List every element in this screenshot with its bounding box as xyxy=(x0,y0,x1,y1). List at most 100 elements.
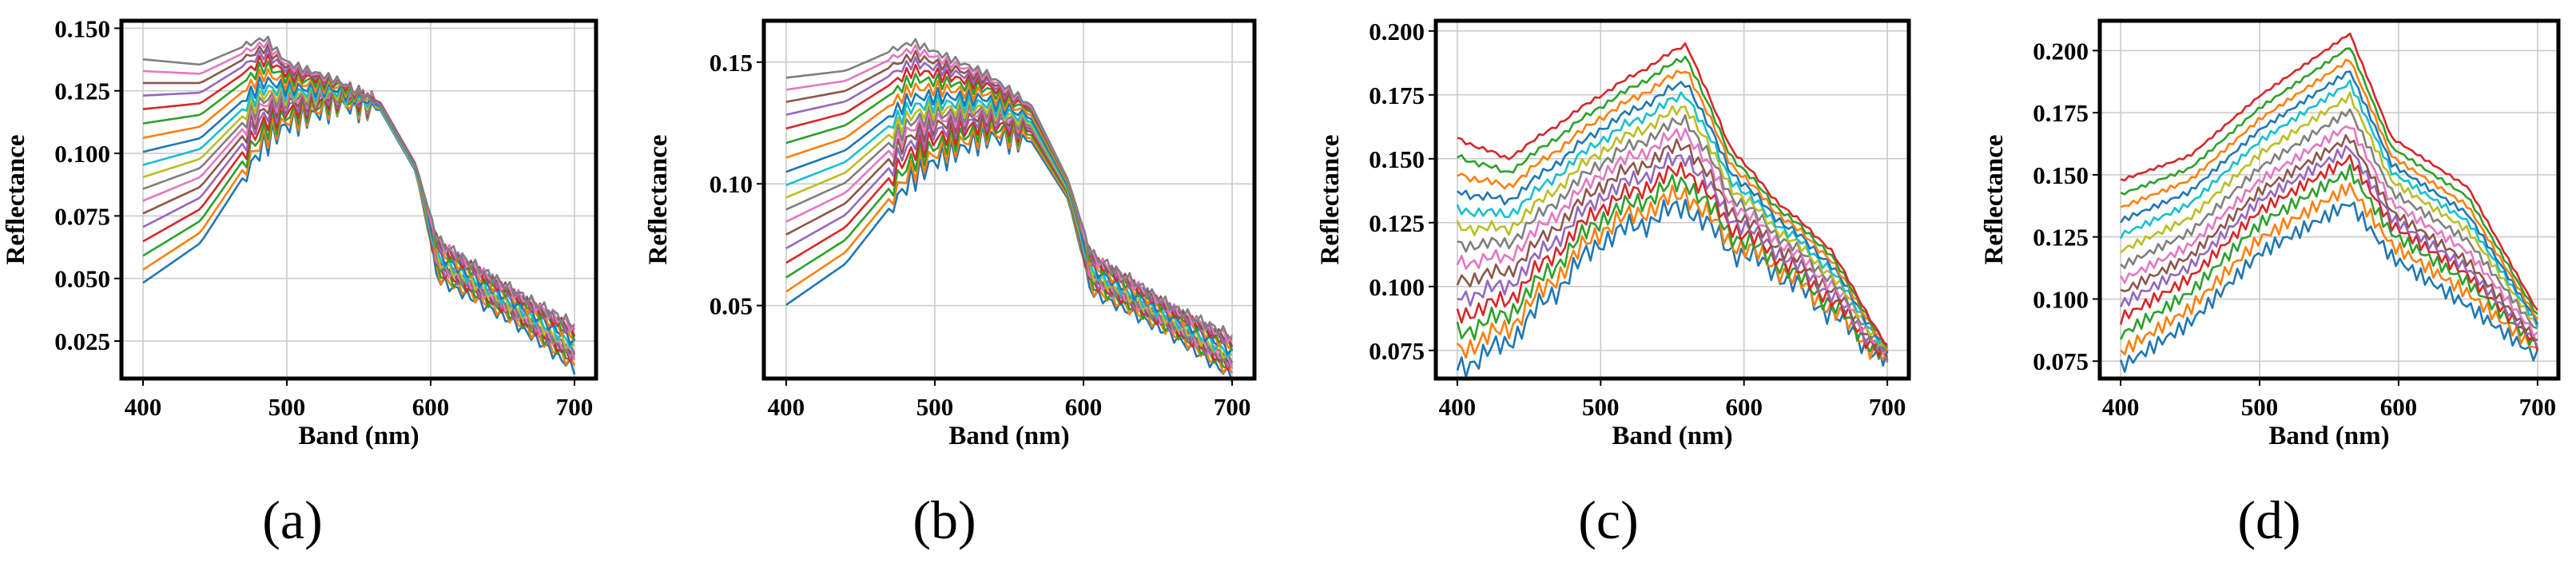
y-tick-label-0.15: 0.15 xyxy=(710,49,753,77)
panel-label-d: (d) xyxy=(2237,490,2301,550)
series-line-1 xyxy=(2119,201,2539,373)
x-tick-label-500: 500 xyxy=(1582,393,1620,421)
plot-frame xyxy=(1433,18,1911,381)
y-axis-label: Reflectance xyxy=(2,134,30,264)
series-line-8 xyxy=(1457,114,1889,353)
series-line-7 xyxy=(1456,128,1889,355)
series-line-6 xyxy=(1456,138,1889,358)
x-tick-label-700: 700 xyxy=(556,393,594,421)
plot-frame xyxy=(761,18,1257,381)
series-line-13 xyxy=(2120,47,2538,315)
chart-panel-1: 400 500 600 700 0.025 0.050 0.075 0.100 0.125 0.1… xyxy=(2,14,598,450)
charts-layer: 400 500 600 700 0.025 0.050 0.075 0.100 0.125 0.1… xyxy=(2,14,2561,450)
series-line-9 xyxy=(142,84,575,349)
series-line-3 xyxy=(2119,164,2539,351)
y-tick-label-0.175: 0.175 xyxy=(2033,99,2089,127)
series-line-11 xyxy=(785,86,1234,355)
series-line-4 xyxy=(1456,161,1889,361)
series-line-2 xyxy=(1456,184,1889,361)
y-tick-label-0.05: 0.05 xyxy=(710,292,753,320)
x-axis-label: Band (nm) xyxy=(948,422,1069,450)
chart-panel-4: 400 500 600 700 0.075 0.100 0.125 0.150 0.175 0.2… xyxy=(1980,18,2561,450)
x-tick-label-700: 700 xyxy=(1869,393,1906,421)
series-line-5 xyxy=(142,83,575,360)
series-line-1 xyxy=(785,124,1234,383)
series-line-12 xyxy=(785,80,1233,351)
y-axis-label: Reflectance xyxy=(644,134,673,264)
series-line-12 xyxy=(1457,69,1889,351)
x-tick-label-500: 500 xyxy=(2241,393,2279,421)
y-tick-label-0.200: 0.200 xyxy=(1369,18,1425,46)
series-line-10 xyxy=(785,93,1234,359)
series-line-11 xyxy=(1457,81,1889,354)
y-tick-label-0.075: 0.075 xyxy=(1369,337,1425,365)
series-line-6 xyxy=(2120,133,2538,342)
plot-frame xyxy=(119,18,598,381)
x-tick-label-600: 600 xyxy=(1065,393,1103,421)
y-axis-label: Reflectance xyxy=(1316,134,1345,264)
panel-label-c: (c) xyxy=(1578,490,1639,550)
x-tick-label-600: 600 xyxy=(412,393,450,421)
series-line-18 xyxy=(142,35,575,328)
panel-label-b: (b) xyxy=(912,490,976,550)
series-line-11 xyxy=(142,76,576,346)
x-tick-label-500: 500 xyxy=(268,393,306,421)
series-line-14 xyxy=(2120,32,2538,311)
y-tick-label-0.150: 0.150 xyxy=(2033,161,2089,189)
x-axis-label: Band (nm) xyxy=(298,422,419,450)
series-line-11 xyxy=(2120,70,2539,325)
y-tick-label-0.125: 0.125 xyxy=(54,77,110,105)
y-tick-label-0.150: 0.150 xyxy=(54,14,110,42)
y-tick-label-0.125: 0.125 xyxy=(2033,224,2089,252)
y-tick-label-0.100: 0.100 xyxy=(54,140,110,168)
series-line-10 xyxy=(2119,79,2539,328)
y-tick-label-0.200: 0.200 xyxy=(2033,37,2089,65)
x-tick-label-600: 600 xyxy=(2380,393,2418,421)
series-line-3 xyxy=(1456,173,1888,360)
series-line-5 xyxy=(1457,151,1889,363)
y-tick-label-0.100: 0.100 xyxy=(1369,273,1425,301)
y-tick-label-0.150: 0.150 xyxy=(1369,145,1425,173)
series-line-9 xyxy=(1456,105,1888,350)
y-tick-label-0.125: 0.125 xyxy=(1369,209,1425,237)
x-axis-label: Band (nm) xyxy=(1612,422,1732,450)
chart-panel-2: 400 500 600 700 0.05 0.10 0.15 Band (nm) Reflect… xyxy=(644,18,1257,450)
series-line-1 xyxy=(1456,199,1889,379)
series-line-2 xyxy=(2120,182,2538,355)
y-tick-label-0.100: 0.100 xyxy=(2033,285,2089,313)
x-tick-label-700: 700 xyxy=(2519,393,2557,421)
series-line-7 xyxy=(2119,125,2538,338)
chart-panel-3: 400 500 600 700 0.075 0.100 0.125 0.150 0.175 0.2… xyxy=(1316,18,1911,450)
x-tick-label-500: 500 xyxy=(916,393,954,421)
y-tick-label-0.10: 0.10 xyxy=(710,170,753,198)
series-line-8 xyxy=(142,84,576,355)
x-tick-label-400: 400 xyxy=(125,393,162,421)
series-line-2 xyxy=(785,119,1234,375)
series-line-8 xyxy=(2120,108,2538,330)
series-line-3 xyxy=(142,86,575,361)
series-line-4 xyxy=(2119,154,2539,351)
series-line-14 xyxy=(1457,42,1888,347)
series-line-5 xyxy=(2119,145,2539,348)
series-line-4 xyxy=(785,110,1234,371)
x-axis-label: Band (nm) xyxy=(2268,422,2389,450)
series-line-17 xyxy=(142,39,576,333)
series-line-5 xyxy=(785,107,1233,369)
series-line-10 xyxy=(1456,91,1889,353)
y-tick-label-0.075: 0.075 xyxy=(2033,347,2089,375)
y-tick-label-0.025: 0.025 xyxy=(54,327,110,355)
x-tick-label-400: 400 xyxy=(1439,393,1477,421)
series-line-4 xyxy=(142,85,576,363)
y-tick-label-0.175: 0.175 xyxy=(1369,81,1425,109)
plot-frame xyxy=(2097,18,2561,381)
x-tick-label-400: 400 xyxy=(2102,393,2140,421)
series-line-13 xyxy=(1457,55,1889,348)
series-line-9 xyxy=(2120,91,2539,328)
panel-label-a: (a) xyxy=(262,490,323,550)
series-line-12 xyxy=(2120,58,2538,320)
series-line-1 xyxy=(142,91,576,375)
x-tick-label-700: 700 xyxy=(1214,393,1251,421)
y-tick-label-0.075: 0.075 xyxy=(54,202,110,230)
y-axis-label: Reflectance xyxy=(1980,134,2009,264)
